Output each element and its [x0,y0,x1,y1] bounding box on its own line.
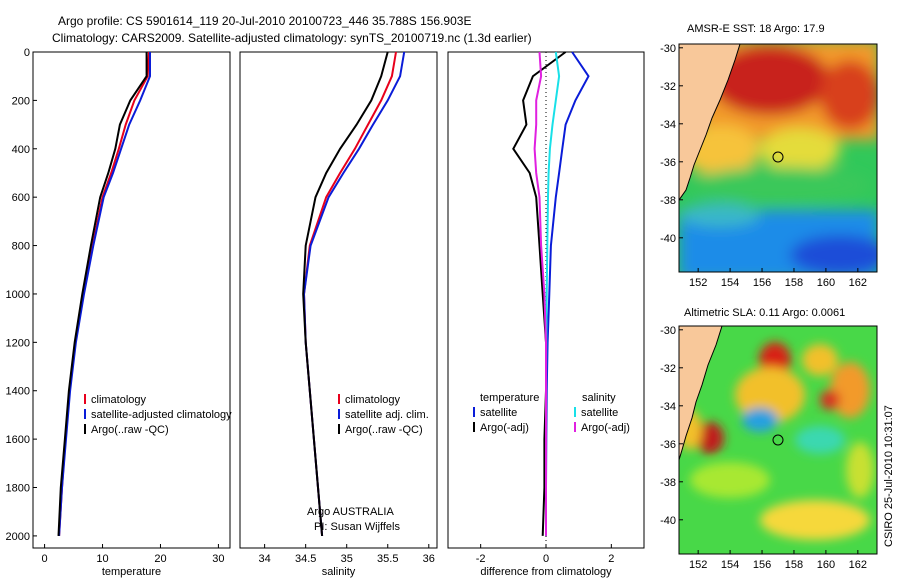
sla-map-frame [678,325,878,555]
map-x-tick-label: 160 [817,559,835,571]
sst-map-panel: AMSR-E SST: 18 Argo: 17.9 152 154 156 158 16… [660,23,878,289]
map-x-tick-label: 156 [753,277,771,289]
y-tick-label: 800 [12,241,30,253]
land-mask [679,326,723,461]
x-axis-label: temperature [102,566,161,578]
argo-location-marker [772,151,784,163]
map-y-tick-label: -34 [660,401,676,413]
map-y-tick-label: -38 [660,195,676,207]
legend-label: satellite adj. clim. [345,409,429,421]
series-line-1 [512,51,567,536]
x-tick-label: 34 [259,553,271,565]
y-tick-label: 1800 [6,483,30,495]
map-x-tick-label: 160 [817,277,835,289]
series-line-2 [302,51,389,536]
legend-label: climatology [91,394,147,406]
map-x-tick-label: 154 [721,559,739,571]
map-x-tick-label: 154 [721,277,739,289]
temperature-profile-panel: 0 10 20 30 0 200 400 600 800 1000 1200 1400 1600 1800… [6,47,233,578]
salinity-axes-frame [239,51,438,549]
header-line-2: Climatology: CARS2009. Satellite-adjuste… [52,31,532,45]
legend-label: satellite [480,407,517,419]
legend-label: Argo(-adj) [581,422,630,434]
map-x-tick-label: 158 [785,277,803,289]
legend-group-title: temperature [480,392,539,404]
sst-heatmap [679,44,877,272]
map-y-tick-label: -36 [660,439,676,451]
annotation-argo-australia: Argo AUSTRALIA [307,506,394,518]
y-tick-label: 1000 [6,289,30,301]
map-x-tick-label: 156 [753,559,771,571]
sla-map-panel: Altimetric SLA: 0.11 Argo: 0.0061 152 154… [660,307,878,571]
y-tick-label: 200 [12,95,30,107]
annotation-pi-name: PI: Susan Wijffels [314,521,400,533]
legend-label: Argo(-adj) [480,422,529,434]
land-mask [679,44,741,201]
temperature-axes-frame [32,51,231,549]
x-tick-label: 34.5 [295,553,316,565]
map-x-tick-label: 158 [785,559,803,571]
legend-label: satellite-adjusted climatology [91,409,232,421]
x-tick-label: 30 [212,553,224,565]
map-x-tick-label: 152 [689,277,707,289]
y-tick-label: 1600 [6,434,30,446]
y-tick-label: 2000 [6,531,30,543]
x-tick-label: 0 [42,553,48,565]
sla-heatmap [679,326,877,554]
header-line-1: Argo profile: CS 5901614_119 20-Jul-2010… [58,14,471,28]
x-tick-label: 20 [154,553,166,565]
x-tick-label: -2 [476,553,486,565]
legend-label: climatology [345,394,401,406]
footer-timestamp: CSIRO 25-Jul-2010 10:31:07 [883,405,895,547]
y-tick-label: 600 [12,192,30,204]
argo-location-marker [772,434,784,446]
map-y-tick-label: -30 [660,325,676,337]
legend-label: satellite [581,407,618,419]
map-x-tick-label: 162 [849,277,867,289]
sla-map-title: Altimetric SLA: 0.11 Argo: 0.0061 [684,307,845,319]
y-tick-label: 0 [24,47,30,59]
x-axis-label: salinity [322,566,356,578]
x-tick-label: 35 [341,553,353,565]
x-tick-label: 2 [608,553,614,565]
x-tick-label: 36 [423,553,435,565]
sst-map-frame [678,43,878,273]
salinity-profile-panel: 34 34.5 35 35.5 36 salinity climatology satelli… [239,51,438,578]
map-y-tick-label: -32 [660,81,676,93]
series-line-1 [58,52,151,536]
y-tick-label: 1200 [6,337,30,349]
x-tick-label: 10 [96,553,108,565]
x-tick-label: 0 [543,553,549,565]
map-y-tick-label: -40 [660,515,676,527]
y-tick-label: 400 [12,144,30,156]
map-y-tick-label: -40 [660,233,676,245]
map-y-tick-label: -34 [660,119,676,131]
map-y-tick-label: -36 [660,157,676,169]
legend-group-title: salinity [582,392,616,404]
map-x-tick-label: 152 [689,559,707,571]
sst-map-title: AMSR-E SST: 18 Argo: 17.9 [687,23,825,35]
legend-label: Argo(..raw -QC) [345,424,423,436]
map-y-tick-label: -32 [660,363,676,375]
map-x-tick-label: 162 [849,559,867,571]
legend-label: Argo(..raw -QC) [91,424,169,436]
series-line-3 [533,51,547,536]
map-y-tick-label: -38 [660,477,676,489]
x-axis-label: difference from climatology [480,566,612,578]
map-y-tick-label: -30 [660,43,676,55]
y-tick-label: 1400 [6,386,30,398]
series-line-2 [57,52,148,536]
x-tick-label: 35.5 [377,553,398,565]
